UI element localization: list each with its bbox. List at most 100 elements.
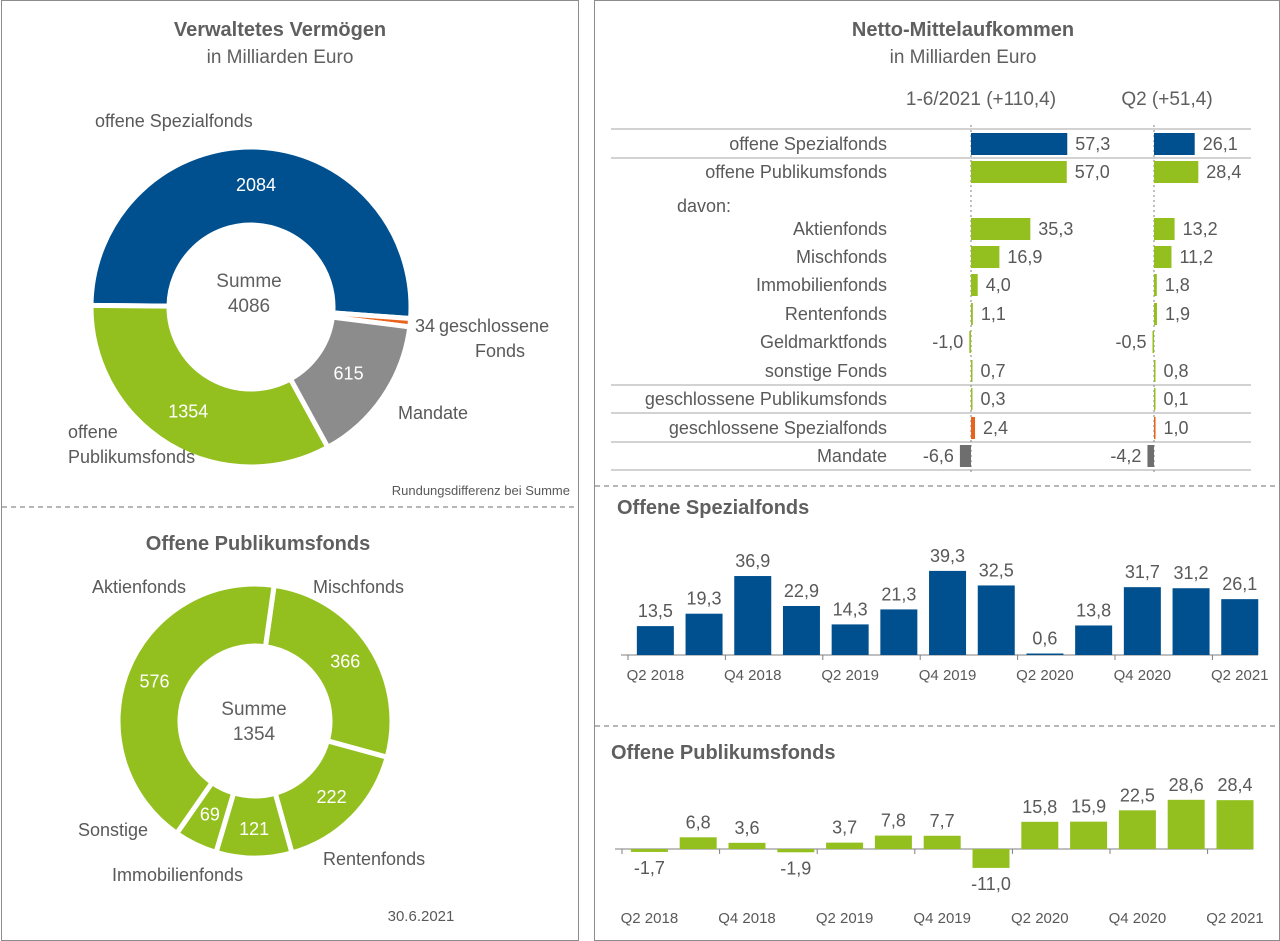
- flows-subtitle: in Milliarden Euro: [890, 47, 1037, 68]
- immobilienfonds-value-label: 121: [239, 819, 269, 839]
- bar-q3-2019: [874, 835, 912, 849]
- bar-value-label: 22,9: [784, 581, 819, 601]
- publikum-title: Offene Publikumsfonds: [611, 742, 835, 764]
- flows-title: Netto-Mittelaufkommen: [852, 19, 1074, 41]
- tick-label: Q2 2018: [627, 667, 685, 684]
- bar-q1-2020: [977, 585, 1015, 655]
- bar-value-label: 15,8: [1022, 797, 1057, 817]
- tick-label: Q2 2019: [816, 910, 874, 927]
- bar-value-label: 6,8: [686, 812, 711, 832]
- assets-donut: 2084 615 1354: [88, 144, 414, 470]
- bar-value-label: -1,7: [634, 858, 665, 878]
- davon-label: davon:: [677, 196, 731, 216]
- bar-q3-2020: [1075, 625, 1113, 655]
- flow-bar-1: [971, 274, 978, 296]
- bar-value-label: 26,1: [1222, 574, 1257, 594]
- bar-q3-2018: [679, 837, 717, 849]
- bar-q4-2020: [1123, 587, 1161, 655]
- flow-value-2: -4,2: [1110, 446, 1141, 466]
- legend-mischfonds: Mischfonds: [313, 577, 404, 597]
- legend-mandate: Mandate: [398, 403, 468, 423]
- flow-bar-1: [971, 360, 973, 382]
- row-label-geschlossene-publikumsfonds: geschlossene Publikumsfonds: [645, 389, 887, 409]
- flow-bar-1: [959, 445, 971, 467]
- assets-charts: Verwaltetes Vermögen in Milliarden Euro …: [2, 19, 578, 925]
- col1-header: 1-6/2021 (+110,4): [906, 89, 1056, 110]
- tick-label: Q2 2020: [1016, 667, 1074, 684]
- flows-charts: Netto-Mittelaufkommen in Milliarden Euro…: [595, 19, 1279, 927]
- tick-label: Q4 2019: [913, 910, 971, 927]
- bar-value-label: 28,4: [1217, 775, 1252, 795]
- offene-spezialfonds-value-label: 2084: [236, 175, 276, 195]
- tick-label: Q2 2019: [821, 667, 879, 684]
- tick-label: Q2 2021: [1211, 667, 1269, 684]
- assets-title: Verwaltetes Vermögen: [174, 19, 386, 41]
- legend-sonstige: Sonstige: [78, 820, 148, 840]
- mischfonds-value-label: 366: [330, 652, 360, 672]
- bar-q2-2019: [826, 842, 864, 849]
- value-geschlossene-fonds: 34: [415, 316, 435, 336]
- tick-label: Q4 2018: [718, 910, 776, 927]
- rounding-note: Rundungsdifferenz bei Summe: [392, 483, 570, 498]
- row-label-mischfonds: Mischfonds: [796, 247, 887, 267]
- bar-q2-2018: [636, 626, 674, 655]
- flow-value-2: 1,0: [1164, 418, 1189, 438]
- row-label-sonstige-fonds: sonstige Fonds: [765, 361, 887, 381]
- bar-value-label: 39,3: [930, 546, 965, 566]
- flow-value-2: -0,5: [1115, 332, 1146, 352]
- tick-label: Q4 2019: [919, 667, 977, 684]
- bar-q1-2021: [1167, 799, 1205, 849]
- flow-bar-2: [1154, 274, 1157, 296]
- flow-value-1: 4,0: [986, 275, 1011, 295]
- row-label-immobilienfonds: Immobilienfonds: [756, 275, 887, 295]
- bar-value-label: 28,6: [1169, 775, 1204, 795]
- legend-offene-spezialfonds: offene Spezialfonds: [95, 111, 253, 131]
- flow-bar-2: [1154, 360, 1156, 382]
- bar-q2-2019: [831, 624, 869, 655]
- flow-value-1: 2,4: [983, 418, 1008, 438]
- bar-q4-2018: [734, 576, 772, 655]
- flows-table: offene Spezialfonds 57,3 26,1 offene Publik…: [611, 125, 1251, 473]
- bar-q2-2021: [1221, 599, 1259, 655]
- flow-value-1: 57,0: [1075, 162, 1110, 182]
- bar-value-label: 22,5: [1120, 785, 1155, 805]
- bar-q4-2020: [1118, 810, 1156, 849]
- bar-q1-2019: [782, 605, 820, 655]
- row-label-rentenfonds: Rentenfonds: [785, 304, 887, 324]
- flow-value-1: 35,3: [1038, 219, 1073, 239]
- bar-value-label: -1,9: [780, 858, 811, 878]
- bar-value-label: 14,3: [833, 599, 868, 619]
- flow-bar-1: [971, 133, 1068, 155]
- legend-geschlossene-fonds-line2: Fonds: [475, 341, 525, 361]
- flow-value-1: 57,3: [1075, 134, 1110, 154]
- assets-center-label: Summe: [216, 271, 281, 292]
- flow-value-1: -1,0: [932, 332, 963, 352]
- tick-label: Q4 2020: [1109, 910, 1167, 927]
- tick-label: Q2 2018: [621, 910, 679, 927]
- retail-donut: 366 222 121 69 576: [115, 581, 395, 861]
- flow-bar-1: [969, 331, 971, 353]
- flow-value-2: 28,4: [1206, 162, 1241, 182]
- aktienfonds-slice: [115, 581, 277, 837]
- bar-value-label: 21,3: [881, 584, 916, 604]
- assets-subtitle: in Milliarden Euro: [207, 47, 354, 68]
- bar-value-label: 13,5: [638, 601, 673, 621]
- tick-label: Q2 2020: [1011, 910, 1069, 927]
- aktienfonds-value-label: 576: [139, 672, 169, 692]
- as-of-date: 30.6.2021: [388, 908, 455, 925]
- sonstige-value-label: 69: [200, 805, 220, 825]
- bar-q4-2018: [728, 842, 766, 849]
- retail-center-label: Summe: [221, 699, 286, 720]
- bar-value-label: 31,7: [1125, 562, 1160, 582]
- spezial-title: Offene Spezialfonds: [617, 497, 809, 519]
- assets-center-value: 4086: [228, 296, 270, 317]
- flow-bar-2: [1154, 417, 1156, 439]
- bar-q1-2019: [777, 849, 815, 853]
- bar-q3-2019: [880, 609, 918, 655]
- mandate-value-label: 615: [334, 363, 364, 383]
- bar-q4-2019: [929, 570, 967, 655]
- flow-bar-2: [1152, 331, 1154, 353]
- row-label-aktienfonds: Aktienfonds: [793, 219, 887, 239]
- spezialfonds-chart: 13,5 19,3 36,9 22,9 14,3 21,3 39,3 32,5 0,6 13,8 3…: [621, 546, 1269, 684]
- bar-q2-2018: [630, 849, 668, 852]
